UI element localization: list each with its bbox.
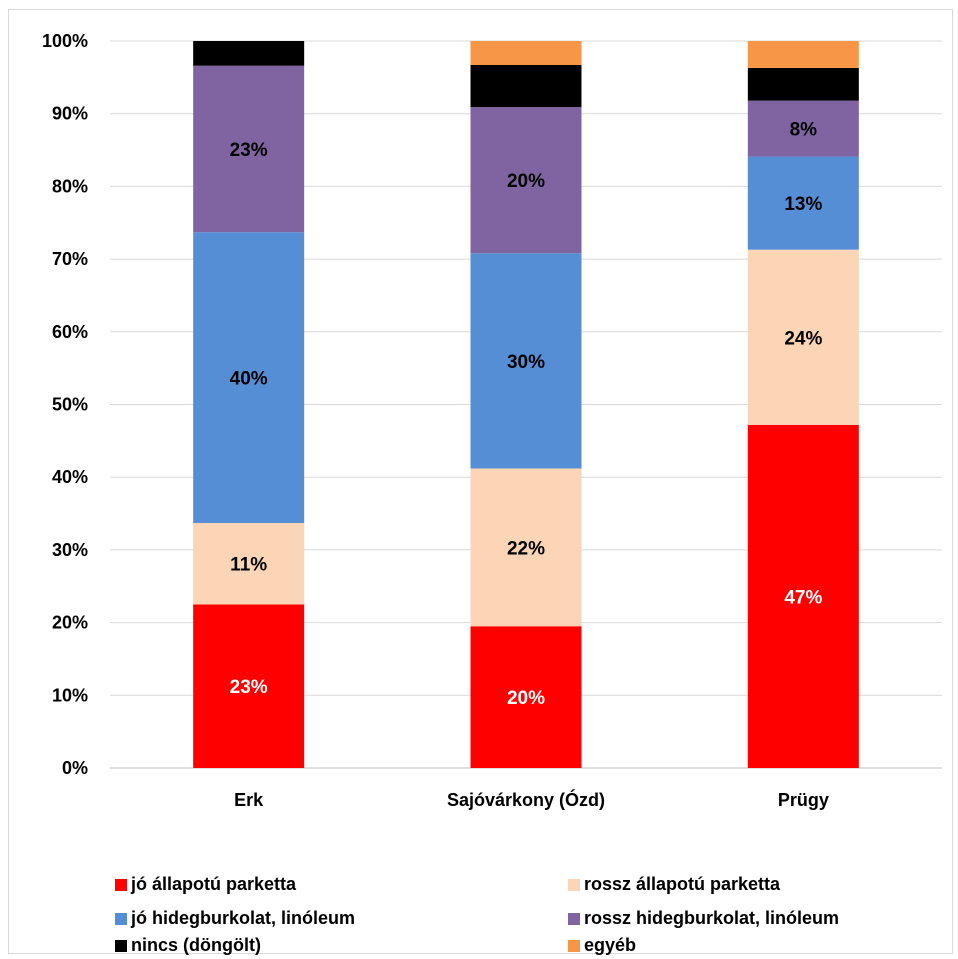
data-label: 8%: [790, 120, 818, 141]
bar-segment: [747, 249, 859, 425]
data-label: 24%: [784, 328, 822, 349]
data-label: 23%: [230, 677, 268, 698]
x-category-label: Sajóvárkony (Ózd): [447, 789, 605, 810]
bar-segment: [470, 107, 582, 254]
y-tick-label: 100%: [42, 31, 88, 51]
y-tick-label: 0%: [62, 758, 88, 778]
bar-segment: [193, 523, 305, 605]
bar-segment: [747, 100, 859, 157]
y-tick-label: 40%: [52, 467, 88, 487]
data-label: 13%: [784, 194, 822, 215]
bar-segment: [470, 253, 582, 469]
data-label: 40%: [230, 369, 268, 390]
bar-segment: [747, 424, 859, 768]
bar-segment: [470, 468, 582, 627]
data-label: 22%: [507, 538, 545, 559]
y-tick-label: 50%: [52, 395, 88, 415]
y-tick-label: 60%: [52, 322, 88, 342]
bar-segment: [470, 626, 582, 768]
x-category-label: Erk: [234, 790, 264, 810]
bar-segment: [470, 64, 582, 108]
y-tick-label: 30%: [52, 540, 88, 560]
bar-segment: [747, 41, 859, 68]
y-tick-label: 90%: [52, 104, 88, 124]
bar-segment: [470, 41, 582, 65]
bar-segment: [747, 67, 859, 101]
bar-segment: [193, 604, 305, 768]
data-label: 20%: [507, 171, 545, 192]
data-label: 11%: [230, 555, 267, 576]
data-label: 20%: [507, 688, 545, 709]
x-category-label: Prügy: [778, 790, 829, 810]
data-label: 47%: [784, 587, 822, 608]
bar-segment: [747, 156, 859, 250]
y-tick-label: 20%: [52, 613, 88, 633]
data-label: 23%: [230, 140, 268, 161]
y-tick-label: 80%: [52, 176, 88, 196]
y-tick-label: 70%: [52, 249, 88, 269]
bar-segment: [193, 41, 305, 66]
bar-segment: [193, 65, 305, 233]
data-label: 30%: [507, 352, 545, 373]
bar-segment: [193, 232, 305, 524]
y-tick-label: 10%: [52, 685, 88, 705]
